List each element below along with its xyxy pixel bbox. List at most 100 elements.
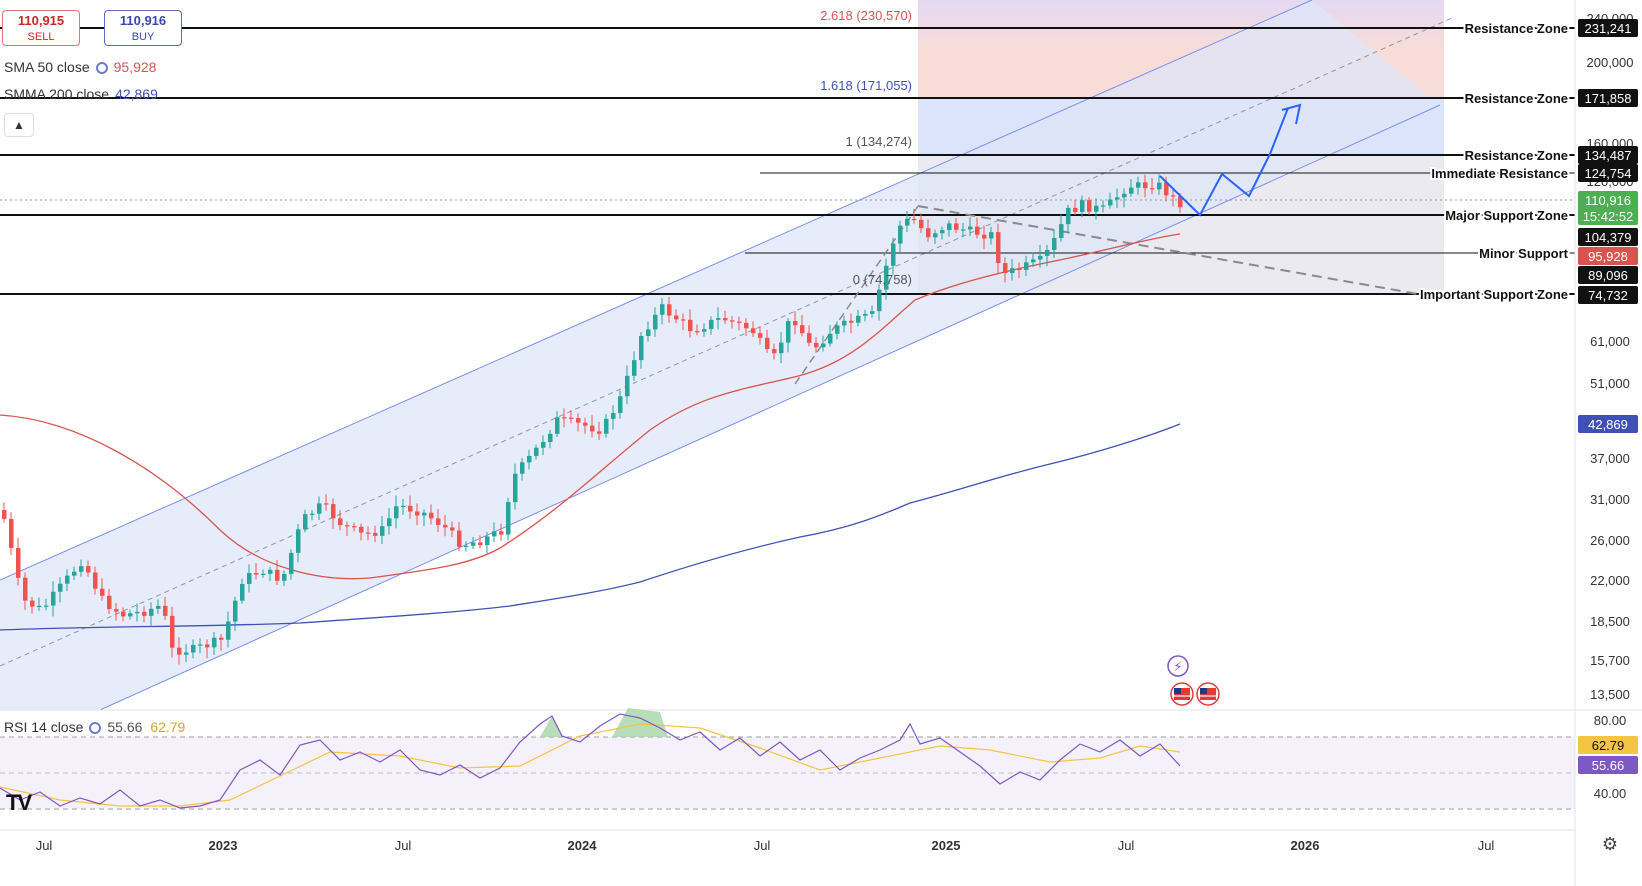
- candle-body: [933, 233, 938, 238]
- candle-body: [639, 336, 644, 361]
- candle-body: [1094, 205, 1099, 212]
- price-axis[interactable]: 240,000200,000160,000120,00061,00051,000…: [1587, 11, 1634, 801]
- candle-body: [968, 226, 973, 230]
- candle-body: [156, 605, 161, 609]
- candle-body: [359, 526, 364, 533]
- candle-body: [443, 524, 448, 528]
- candle-body: [1108, 199, 1113, 206]
- candle-body: [1157, 182, 1162, 190]
- candle-body: [548, 433, 553, 443]
- candle-body: [1136, 182, 1141, 188]
- fib-label: 2.618 (230,570): [820, 8, 912, 23]
- smma-200-line[interactable]: [0, 423, 1181, 631]
- candle-body: [793, 321, 798, 326]
- price-tag-text: 42,869: [1588, 417, 1628, 432]
- gear-icon[interactable]: ⚙: [1601, 834, 1619, 854]
- candle-body: [604, 418, 609, 434]
- rsi-tick-label: 40.00: [1594, 786, 1627, 801]
- candle-body: [1087, 200, 1092, 212]
- rising-channel[interactable]: [0, 0, 1440, 710]
- level-label: Resistance Zone: [1465, 21, 1568, 36]
- candlesticks[interactable]: [2, 174, 1183, 665]
- price-tag-text: 171,858: [1585, 91, 1632, 106]
- sma-legend[interactable]: SMA 50 close 95,928: [4, 59, 156, 75]
- y-tick-label: 37,000: [1590, 451, 1630, 466]
- rsi-ma-value: 62.79: [150, 719, 186, 735]
- channel-top-line[interactable]: [0, 0, 1313, 581]
- candle-body: [1038, 255, 1043, 260]
- price-tag-text: 89,096: [1588, 268, 1628, 283]
- rsi-legend[interactable]: RSI 14 close 55.66 62.79: [4, 719, 185, 735]
- candle-body: [191, 644, 196, 653]
- refresh-icon[interactable]: [89, 722, 102, 734]
- candle-body: [415, 511, 420, 516]
- price-tag-text: 110,916: [1585, 193, 1631, 208]
- candle-body: [1045, 249, 1050, 256]
- candle-body: [114, 609, 119, 612]
- candle-body: [429, 512, 434, 519]
- candle-body: [814, 342, 819, 348]
- refresh-icon[interactable]: [95, 62, 108, 74]
- candle-body: [576, 418, 581, 423]
- y-tick-label: 61,000: [1590, 334, 1630, 349]
- candle-body: [674, 315, 679, 320]
- candle-body: [744, 322, 749, 329]
- candle-body: [709, 319, 714, 330]
- falling-trendline[interactable]: [917, 205, 1419, 295]
- smma-legend[interactable]: SMMA 200 close 42,869: [4, 86, 158, 102]
- us-flag-icon[interactable]: [1196, 682, 1220, 706]
- channel-bottom-line[interactable]: [99, 104, 1441, 711]
- price-tag-text: 95,928: [1588, 249, 1628, 264]
- candle-body: [856, 315, 861, 323]
- level-label: Important Support Zone: [1420, 287, 1568, 302]
- candle-body: [16, 547, 21, 578]
- candle-body: [688, 319, 693, 332]
- us-flag-icon[interactable]: [1170, 682, 1194, 706]
- buy-button[interactable]: 110,916 BUY: [104, 10, 182, 46]
- rsi-line[interactable]: [0, 713, 1181, 809]
- candle-body: [1031, 259, 1036, 263]
- time-axis[interactable]: Jul 2023 Jul 2024 Jul 2025 Jul 2026 Jul: [36, 838, 1495, 853]
- candle-body: [394, 506, 399, 519]
- candle-body: [100, 588, 105, 596]
- candle-body: [471, 542, 476, 546]
- price-tag-text: 134,487: [1585, 148, 1632, 163]
- candle-body: [723, 318, 728, 321]
- candle-body: [9, 518, 14, 548]
- candle-body: [947, 223, 952, 231]
- candle-body: [534, 447, 539, 456]
- candle-body: [58, 583, 63, 592]
- candle-body: [135, 611, 140, 614]
- candle-body: [583, 422, 588, 426]
- price-tag: [1578, 146, 1638, 164]
- fib-labels: 2.618 (230,570) 1.618 (171,055) 1 (134,274…: [820, 8, 912, 287]
- level-lines[interactable]: [0, 27, 1575, 295]
- candle-body: [1059, 224, 1064, 239]
- candle-body: [919, 219, 924, 229]
- candle-body: [555, 417, 560, 434]
- candle-body: [128, 613, 133, 617]
- candle-body: [107, 595, 112, 610]
- candle-body: [1129, 187, 1134, 194]
- candle-body: [527, 455, 532, 463]
- sma-50-line[interactable]: [0, 233, 1181, 580]
- projection-path[interactable]: [1159, 107, 1289, 217]
- sell-button[interactable]: 110,915 SELL: [2, 10, 80, 46]
- candle-body: [352, 526, 357, 528]
- chevron-up-icon[interactable]: ▲: [4, 113, 34, 137]
- candle-body: [541, 442, 546, 448]
- candle-body: [891, 243, 896, 266]
- fib-label: 1 (134,274): [846, 134, 913, 149]
- lightning-icon[interactable]: ⚡: [1167, 655, 1189, 677]
- candle-body: [163, 605, 168, 616]
- rsi-tick-label: 80.00: [1594, 713, 1627, 728]
- level-label: Resistance Zone: [1465, 148, 1568, 163]
- svg-text:⚡: ⚡: [1173, 660, 1182, 675]
- rising-dashed-trendline[interactable]: [794, 205, 919, 385]
- candle-body: [975, 226, 980, 235]
- candle-body: [324, 503, 329, 505]
- y-tick-label: 18,500: [1590, 614, 1630, 629]
- rsi-ma-line[interactable]: [0, 723, 1181, 807]
- tv-logo[interactable]: TV: [6, 790, 32, 815]
